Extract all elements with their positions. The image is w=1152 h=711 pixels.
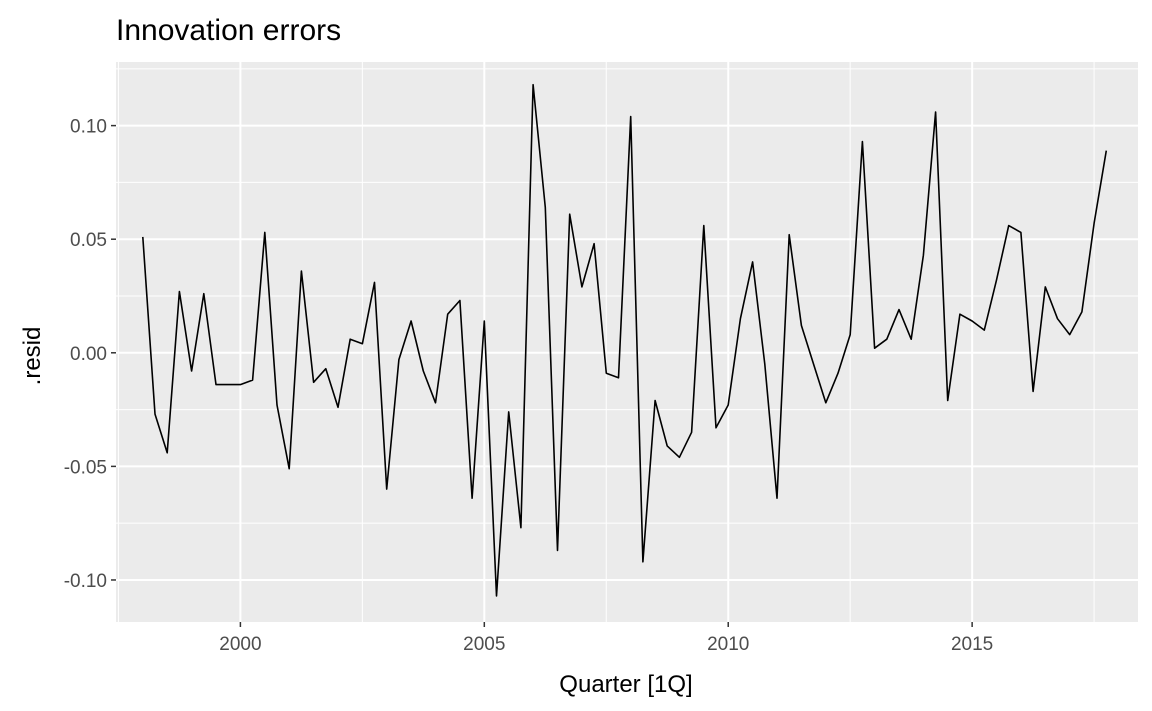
y-tick-label-4: 0.10 [70, 117, 107, 138]
x-tick-label-1: 2005 [463, 634, 505, 655]
y-tick-label-0: -0.10 [64, 571, 107, 592]
x-axis: 2000 2005 2010 2015 [219, 622, 993, 655]
x-tick-label-0: 2000 [219, 634, 261, 655]
x-axis-title: Quarter [1Q] [559, 671, 692, 698]
y-tick-label-1: -0.05 [64, 457, 107, 478]
x-tick-label-3: 2015 [951, 634, 993, 655]
grid-major [116, 62, 1138, 622]
plot-panel [116, 62, 1138, 622]
y-axis-title: .resid [19, 327, 46, 386]
y-tick-label-3: 0.05 [70, 230, 107, 251]
chart-title: Innovation errors [116, 14, 341, 47]
grid-minor [116, 62, 1138, 622]
x-tick-label-2: 2010 [707, 634, 749, 655]
y-axis: -0.10 -0.05 0.00 0.05 0.10 [64, 117, 116, 592]
series-line [142, 83, 1108, 597]
y-tick-label-2: 0.00 [70, 344, 107, 365]
